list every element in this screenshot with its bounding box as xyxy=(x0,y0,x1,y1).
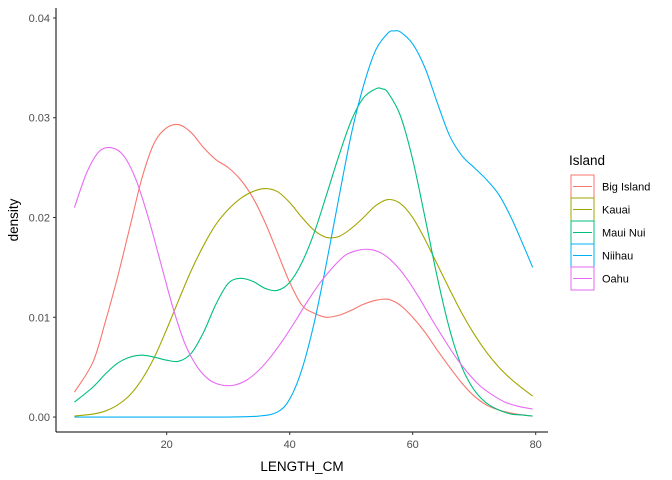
legend-label-niihau: Niihau xyxy=(602,251,633,263)
x-tick-label: 20 xyxy=(161,439,173,451)
legend-label-maui-nui: Maui Nui xyxy=(602,228,645,240)
legend-items: Big Island Kauai Maui Nui Niihau Oahu xyxy=(570,174,650,291)
y-tick-label: 0.04 xyxy=(29,13,50,25)
x-axis-ticks: 20 40 60 80 xyxy=(161,432,542,451)
legend-label-kauai: Kauai xyxy=(602,205,630,217)
axes: 20 40 60 80 0.000.010.020.030.04 LENGTH_CM … xyxy=(6,8,548,474)
legend-title: Island xyxy=(569,153,605,168)
density-line-maui-nui xyxy=(74,87,533,417)
density-line-kauai xyxy=(74,188,533,417)
y-tick-label: 0.03 xyxy=(29,113,50,125)
x-tick-label: 60 xyxy=(407,439,419,451)
x-axis-title: LENGTH_CM xyxy=(260,459,343,474)
y-axis-title: density xyxy=(6,198,21,241)
x-tick-label: 80 xyxy=(530,439,542,451)
density-line-big-island xyxy=(73,123,533,417)
y-tick-label: 0.01 xyxy=(29,312,50,324)
plot-area xyxy=(73,30,534,418)
legend-label-oahu: Oahu xyxy=(602,274,629,286)
y-tick-label: 0.00 xyxy=(29,412,50,424)
x-tick-label: 40 xyxy=(284,439,296,451)
density-line-niihau xyxy=(74,30,534,418)
y-axis-ticks: 0.00 0.01 0.02 0.03 0.04 xyxy=(29,13,56,424)
legend: Island Big Island Kauai Maui Nui Niihau Oahu xyxy=(569,153,650,291)
density-line-oahu xyxy=(73,146,533,410)
legend-label-big-island: Big Island xyxy=(602,182,650,194)
y-tick-label: 0.02 xyxy=(29,213,50,225)
